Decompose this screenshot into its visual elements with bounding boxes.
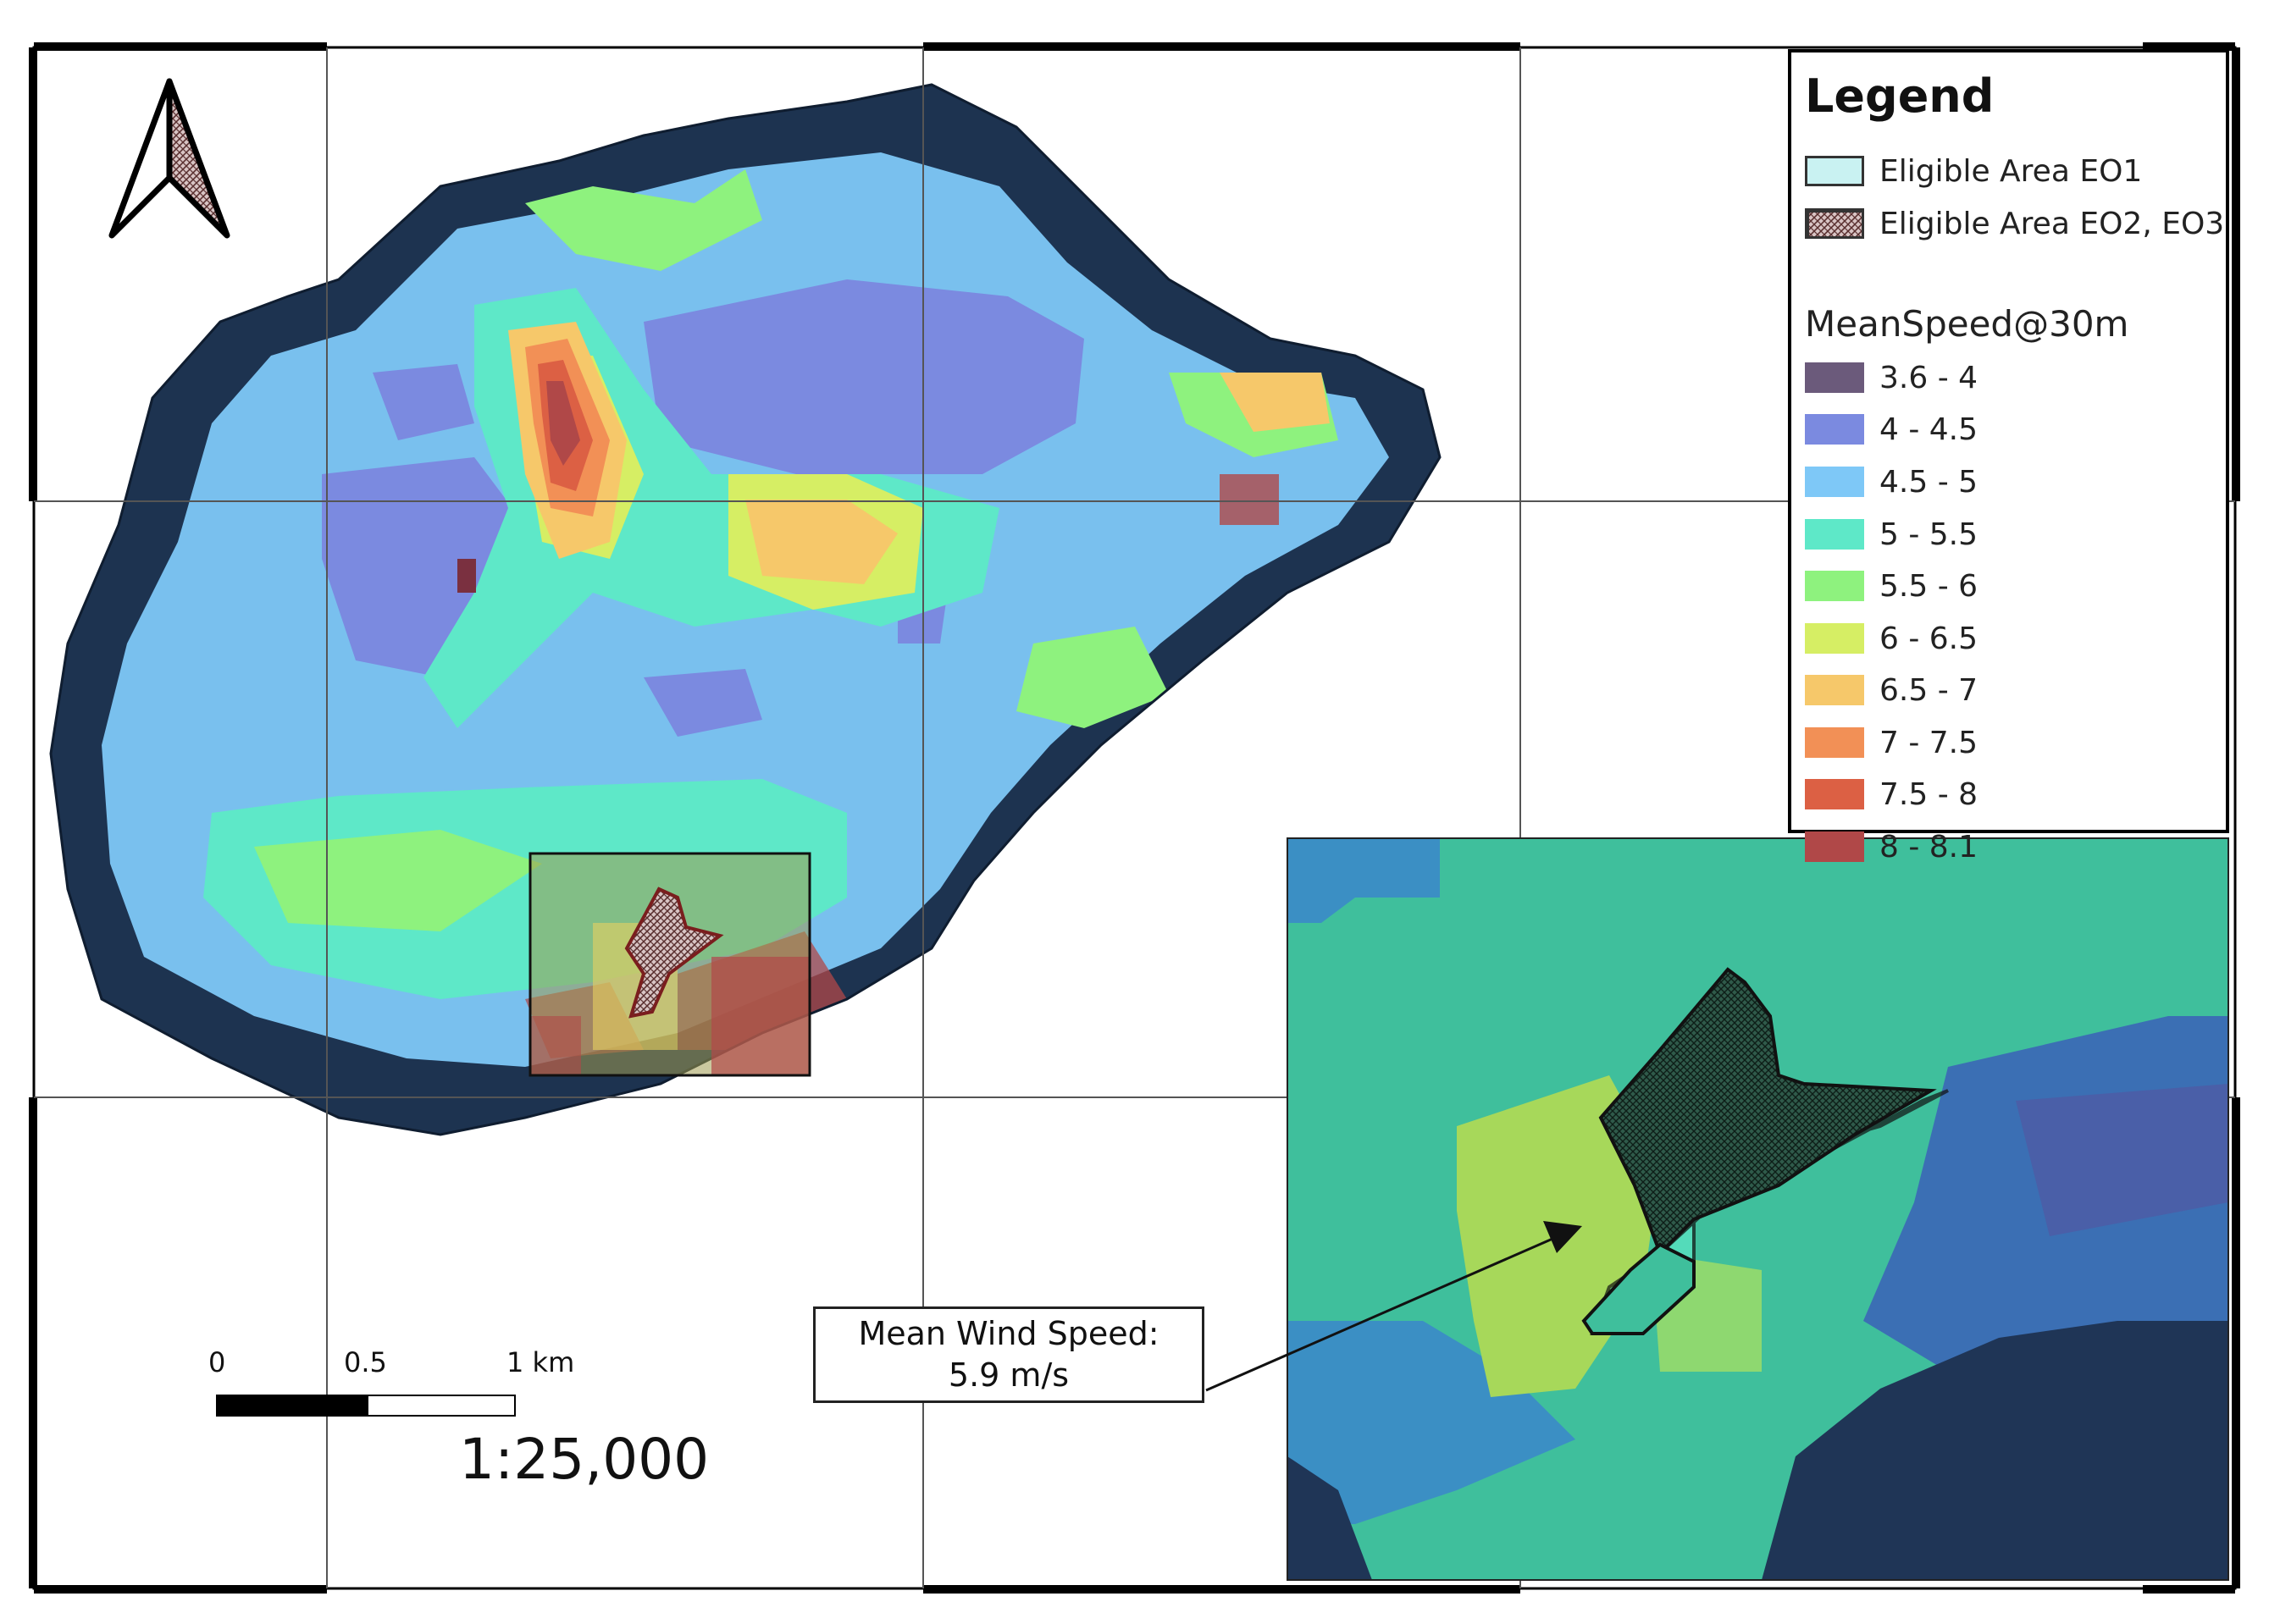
inset-map — [1287, 838, 2228, 1580]
legend-label: Eligible Area EO2, EO3 — [1879, 206, 2225, 241]
legend-class-swatch — [1805, 467, 1864, 497]
legend-title: Legend — [1805, 69, 1995, 123]
legend-class: 7.5 - 8 — [1805, 776, 1978, 812]
legend-class: 7 - 7.5 — [1805, 726, 1978, 760]
mean-wind-speed-callout: Mean Wind Speed: 5.9 m/s — [813, 1306, 1204, 1403]
legend-class-label: 7 - 7.5 — [1879, 725, 1978, 760]
callout-line1: Mean Wind Speed: — [858, 1314, 1159, 1352]
legend-class-label: 4.5 - 5 — [1879, 464, 1978, 500]
legend-class-swatch — [1805, 519, 1864, 550]
callout-line2: 5.9 m/s — [948, 1356, 1070, 1394]
legend-class-swatch — [1805, 623, 1864, 654]
legend-item-eo2-eo3: Eligible Area EO2, EO3 — [1805, 206, 2225, 241]
legend-class: 4 - 4.5 — [1805, 412, 1978, 447]
legend-class-swatch — [1805, 727, 1864, 758]
legend-class-swatch — [1805, 675, 1864, 705]
legend-item-eo1: Eligible Area EO1 — [1805, 153, 2143, 189]
legend-class-swatch — [1805, 362, 1864, 393]
legend-class-swatch — [1805, 831, 1864, 862]
eligible-area-eo2-eo3 — [1598, 967, 1937, 1257]
legend-class-label: 8 - 8.1 — [1879, 829, 1978, 864]
legend-swatch-eo2-eo3 — [1805, 208, 1864, 239]
inset-frame — [1287, 837, 2229, 1581]
legend-class-swatch — [1805, 414, 1864, 445]
legend-class-swatch — [1805, 571, 1864, 601]
scale-label-0: 0 — [208, 1346, 226, 1378]
legend-label: Eligible Area EO1 — [1879, 153, 2143, 189]
legend-class: 5.5 - 6 — [1805, 568, 1978, 604]
legend-class-label: 7.5 - 8 — [1879, 776, 1978, 812]
legend-class-label: 6 - 6.5 — [1879, 621, 1978, 656]
legend-class-label: 5.5 - 6 — [1879, 568, 1978, 604]
scale-ratio: 1:25,000 — [459, 1427, 710, 1492]
scale-bar — [216, 1395, 516, 1417]
legend-class: 6 - 6.5 — [1805, 621, 1978, 656]
study-area-box — [529, 852, 811, 1077]
legend-class: 5 - 5.5 — [1805, 516, 1978, 552]
frame-ticks — [29, 42, 2240, 1594]
legend-class-label: 5 - 5.5 — [1879, 516, 1978, 552]
legend-class-label: 4 - 4.5 — [1879, 412, 1978, 447]
legend-subtitle: MeanSpeed@30m — [1805, 303, 2129, 345]
legend-class-label: 3.6 - 4 — [1879, 360, 1978, 395]
legend-class-swatch — [1805, 779, 1864, 809]
north-arrow-icon — [108, 78, 230, 239]
legend-class: 8 - 8.1 — [1805, 830, 1978, 864]
legend: Legend Eligible Area EO1 Eligible Area E… — [1788, 49, 2229, 864]
legend-class: 3.6 - 4 — [1805, 361, 1978, 395]
callout-leader — [1205, 1221, 1582, 1392]
scale-label-half: 0.5 — [344, 1346, 387, 1378]
island-coastline — [49, 83, 1442, 1136]
legend-class-label: 6.5 - 7 — [1879, 672, 1978, 708]
legend-swatch-eo1 — [1805, 156, 1864, 186]
legend-class: 6.5 - 7 — [1805, 672, 1978, 708]
legend-class: 4.5 - 5 — [1805, 464, 1978, 500]
scale-label-1km: 1 km — [506, 1346, 575, 1378]
